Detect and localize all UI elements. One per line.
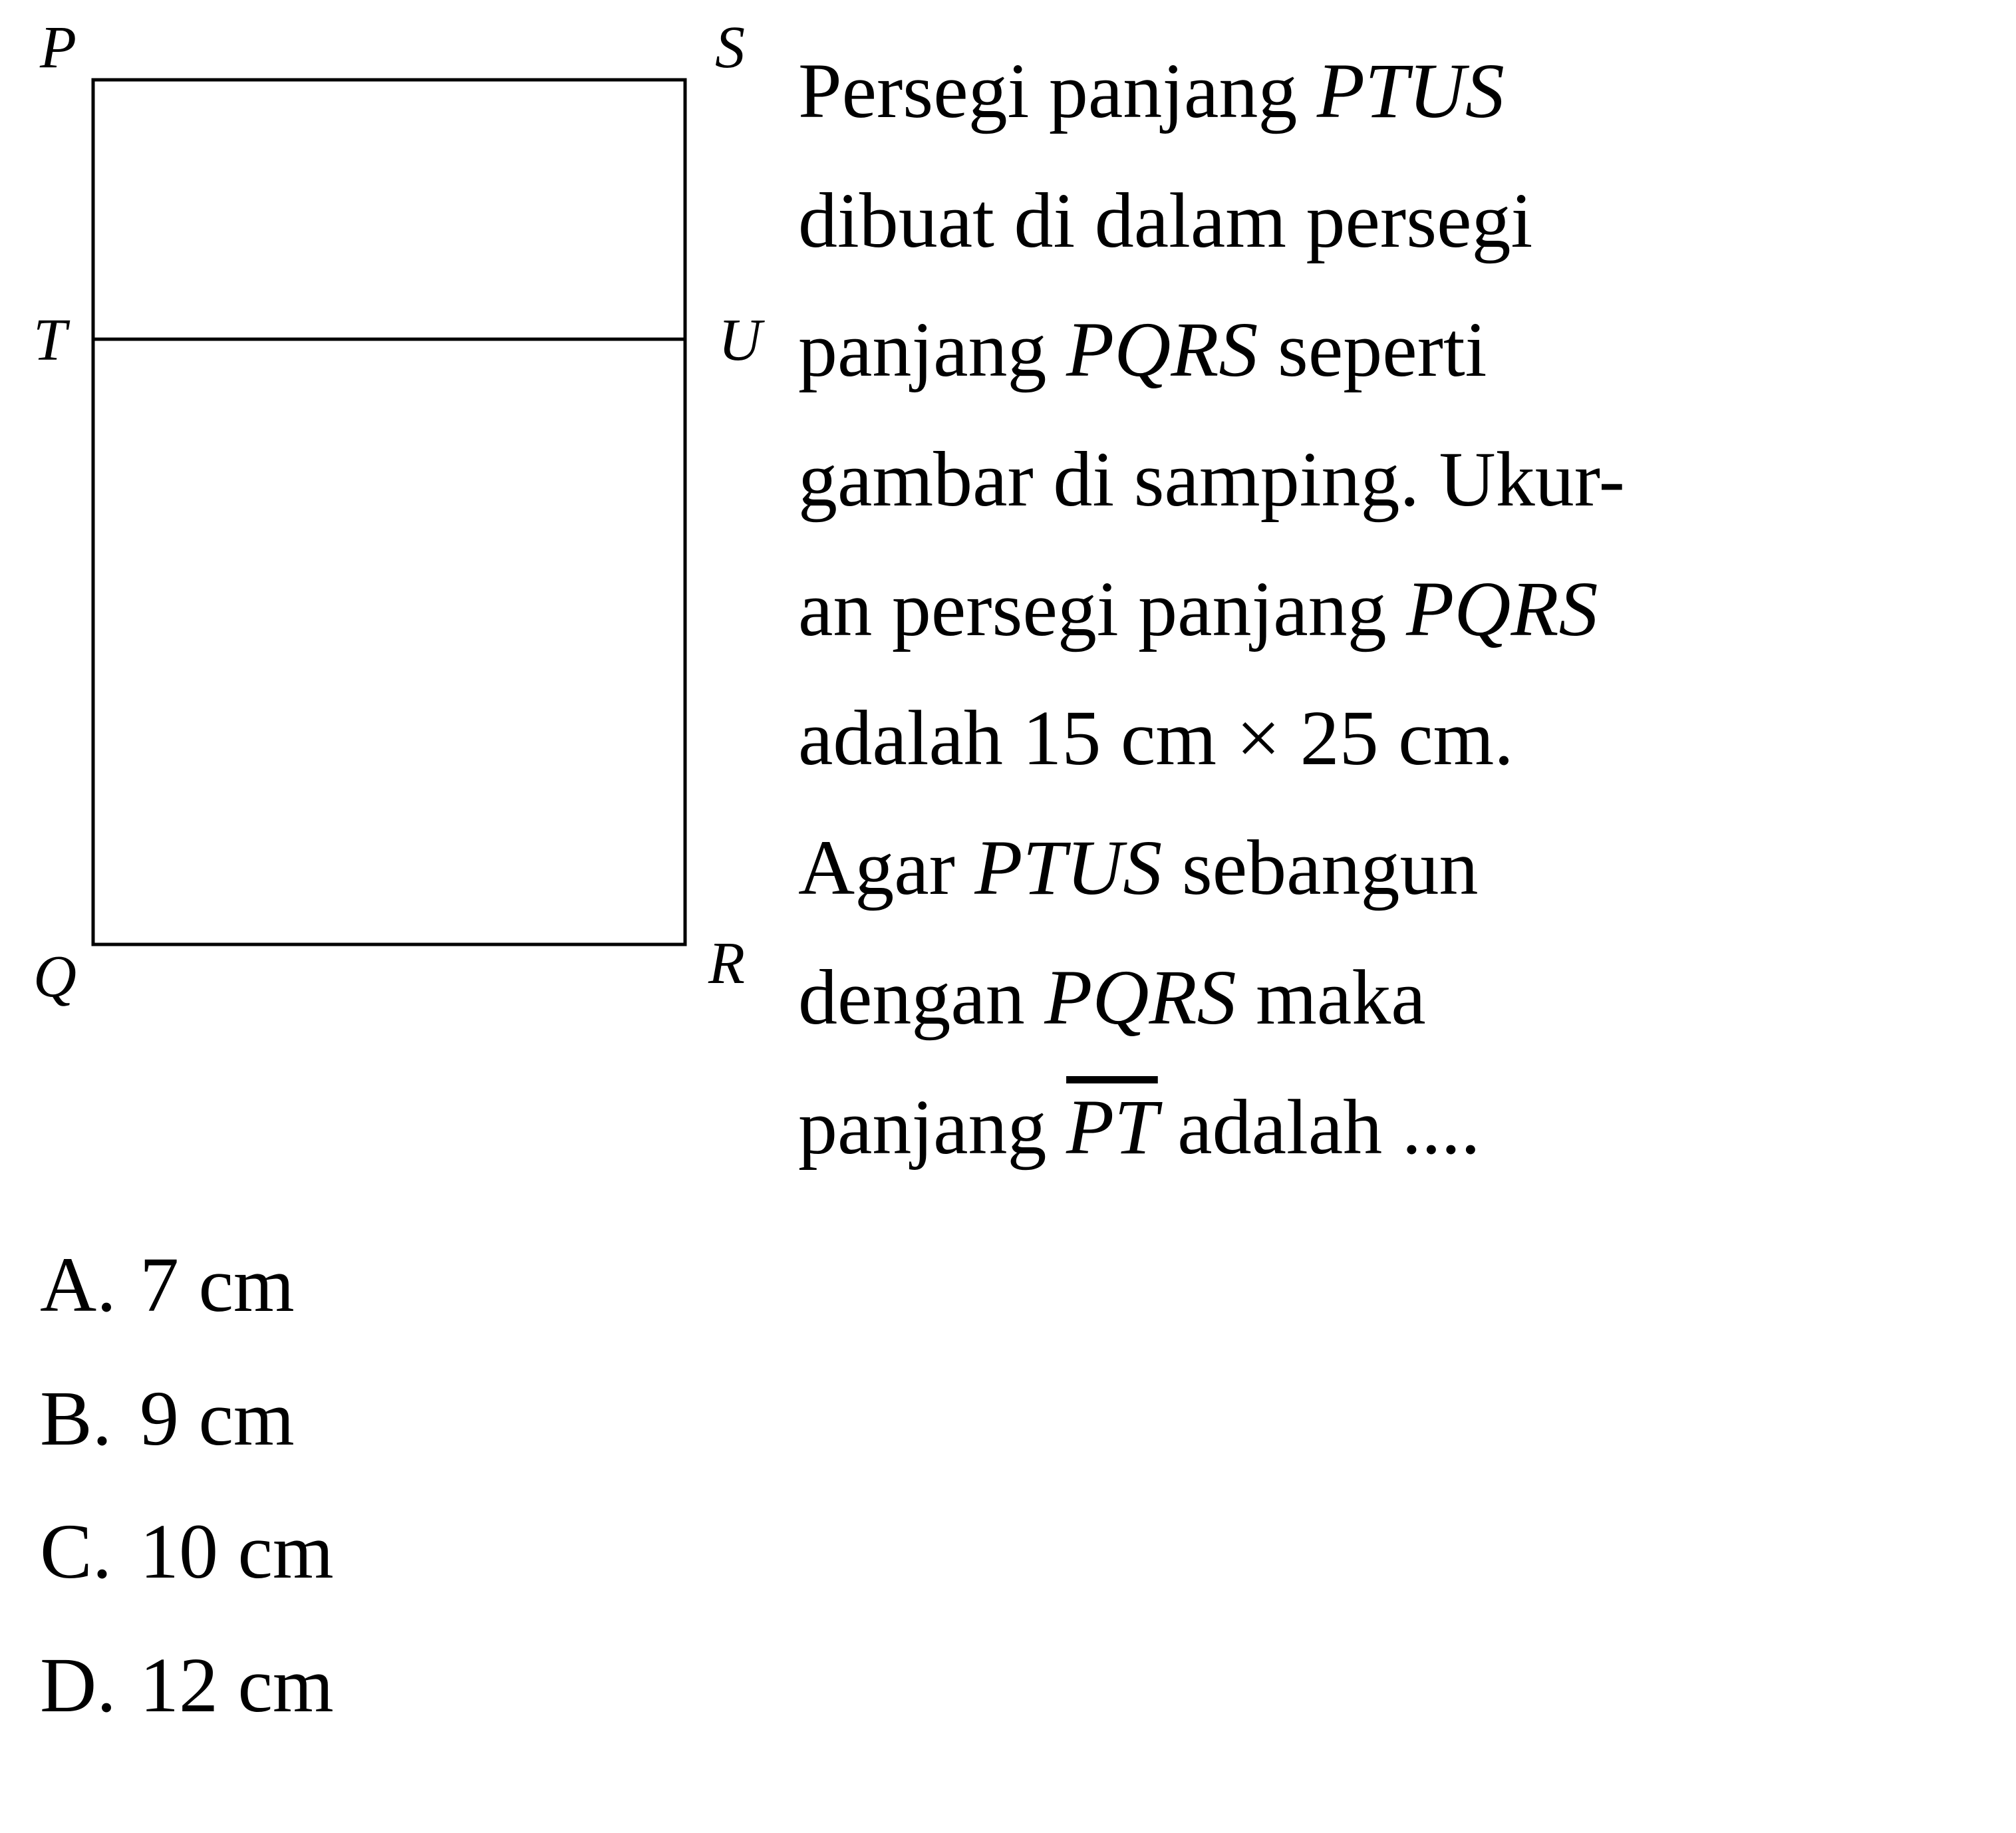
text-fragment: sebangun (1162, 824, 1478, 911)
text-fragment: seperti (1258, 306, 1487, 393)
text-fragment: Agar (798, 824, 974, 911)
option-b-letter: B. (40, 1352, 120, 1486)
option-b-text: 9 cm (140, 1352, 295, 1486)
option-d-text: 12 cm (140, 1619, 334, 1753)
text-fragment: an persegi panjang (798, 565, 1406, 652)
outer-rectangle (93, 80, 685, 944)
option-d: D. 12 cm (40, 1619, 1989, 1753)
pt-segment: PT (1066, 1083, 1158, 1171)
pqrs-term: PQRS (1066, 306, 1258, 393)
option-c-letter: C. (40, 1485, 120, 1619)
top-section: P S T U Q R Persegi panjang PTUS dibuat … (27, 27, 1989, 1192)
vertex-t-label: T (33, 306, 67, 374)
option-a-text: 7 cm (140, 1218, 295, 1352)
question-line-3: panjang PQRS seperti (798, 285, 1989, 415)
text-fragment: adalah .... (1158, 1083, 1481, 1171)
text-fragment: panjang (798, 1083, 1066, 1171)
pqrs-term: PQRS (1044, 954, 1236, 1041)
rectangle-figure (27, 27, 758, 991)
text-fragment: maka (1236, 954, 1426, 1041)
option-a-letter: A. (40, 1218, 120, 1352)
ptus-term: PTUS (974, 824, 1162, 911)
vertex-u-label: U (718, 306, 762, 374)
question-line-2: dibuat di dalam persegi (798, 156, 1989, 286)
question-line-9: panjang PT adalah .... (798, 1063, 1989, 1193)
question-line-5: an persegi panjang PQRS (798, 545, 1989, 674)
question-line-1: Persegi panjang PTUS (798, 27, 1989, 156)
question-line-8: dengan PQRS maka (798, 933, 1989, 1063)
geometry-diagram: P S T U Q R (27, 27, 758, 991)
option-d-letter: D. (40, 1619, 120, 1753)
problem-container: P S T U Q R Persegi panjang PTUS dibuat … (27, 27, 1989, 1753)
option-a: A. 7 cm (40, 1218, 1989, 1352)
text-fragment: dengan (798, 954, 1044, 1041)
vertex-q-label: Q (33, 942, 76, 1011)
option-c: C. 10 cm (40, 1485, 1989, 1619)
text-fragment: panjang (798, 306, 1066, 393)
option-b: B. 9 cm (40, 1352, 1989, 1486)
vertex-r-label: R (708, 929, 745, 998)
ptus-term: PTUS (1317, 47, 1505, 134)
question-text: Persegi panjang PTUS dibuat di dalam per… (798, 27, 1989, 1192)
text-fragment: Persegi panjang (798, 47, 1317, 134)
vertex-s-label: S (715, 13, 745, 82)
answer-options: A. 7 cm B. 9 cm C. 10 cm D. 12 cm (40, 1218, 1989, 1752)
vertex-p-label: P (40, 13, 76, 82)
question-line-7: Agar PTUS sebangun (798, 803, 1989, 933)
question-line-4: gambar di samping. Ukur- (798, 415, 1989, 545)
pqrs-term: PQRS (1406, 565, 1598, 652)
option-c-text: 10 cm (140, 1485, 334, 1619)
question-line-6: adalah 15 cm × 25 cm. (798, 674, 1989, 803)
